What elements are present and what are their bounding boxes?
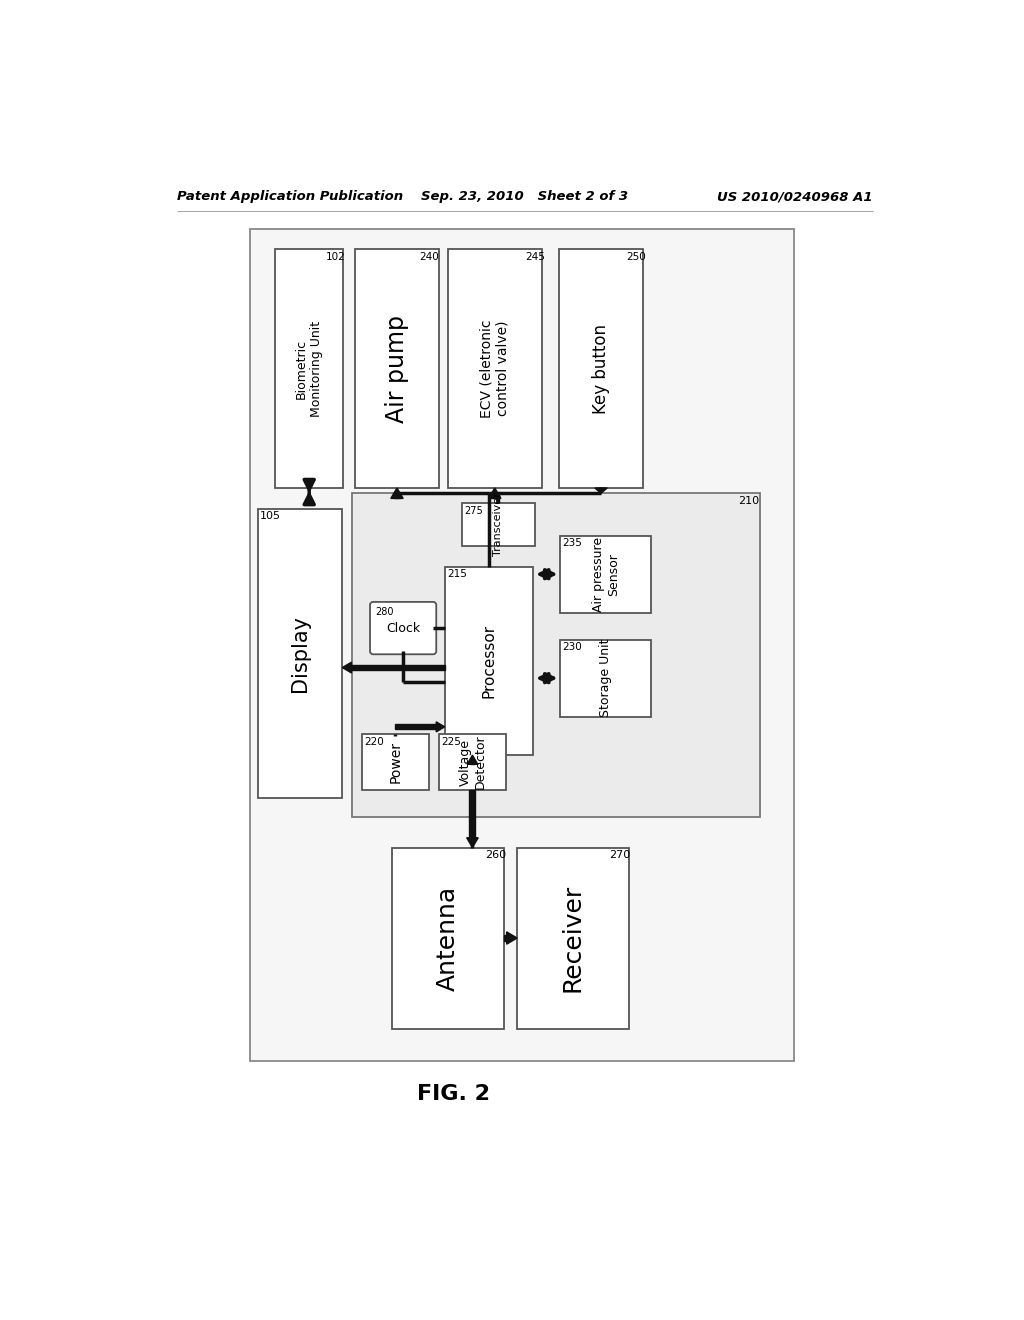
Bar (351, 665, 444, 671)
Bar (444, 566, 534, 755)
Text: Antenna: Antenna (436, 886, 460, 990)
Text: FIG. 2: FIG. 2 (418, 1084, 490, 1104)
Bar (560, 536, 651, 612)
Text: Transceiver: Transceiver (494, 492, 503, 557)
Bar (517, 847, 629, 1028)
Text: US 2010/0240968 A1: US 2010/0240968 A1 (717, 190, 872, 203)
Text: Air pressure
Sensor: Air pressure Sensor (592, 537, 620, 611)
Bar (560, 640, 651, 717)
Text: 250: 250 (627, 252, 646, 261)
Text: Air pump: Air pump (385, 314, 409, 422)
Bar (275, 249, 343, 488)
Text: 225: 225 (441, 737, 461, 747)
Polygon shape (595, 488, 607, 494)
Text: 280: 280 (376, 607, 394, 618)
Text: 260: 260 (484, 850, 506, 859)
Text: Voltage
Detector: Voltage Detector (459, 735, 486, 789)
Bar (504, 935, 507, 941)
Text: 102: 102 (326, 252, 346, 261)
Bar (469, 789, 475, 838)
Text: ECV (eletronic
control valve): ECV (eletronic control valve) (479, 319, 510, 418)
Bar (351, 494, 760, 817)
Text: 220: 220 (364, 737, 384, 747)
Text: Patent Application Publication: Patent Application Publication (177, 190, 402, 203)
Bar (250, 230, 794, 1061)
Text: 270: 270 (609, 850, 631, 859)
Bar (392, 847, 504, 1028)
Text: 230: 230 (562, 642, 583, 652)
Bar (447, 249, 542, 488)
Bar (355, 249, 438, 488)
Text: 210: 210 (738, 496, 759, 506)
Text: 240: 240 (419, 252, 439, 261)
Text: 245: 245 (524, 252, 545, 261)
Text: 105: 105 (260, 511, 281, 521)
Bar (361, 734, 429, 789)
Text: Display: Display (290, 615, 310, 692)
Polygon shape (507, 932, 517, 944)
Text: 275: 275 (464, 506, 482, 516)
Text: Biometric
Monitoring Unit: Biometric Monitoring Unit (295, 321, 324, 417)
Text: Sep. 23, 2010   Sheet 2 of 3: Sep. 23, 2010 Sheet 2 of 3 (421, 190, 629, 203)
FancyBboxPatch shape (370, 602, 436, 655)
Bar (395, 725, 436, 730)
Text: Key button: Key button (592, 323, 610, 413)
Polygon shape (488, 488, 501, 499)
Bar (462, 503, 535, 545)
Polygon shape (467, 755, 478, 764)
Text: Power: Power (388, 741, 402, 783)
Text: Storage Unit: Storage Unit (599, 639, 612, 717)
Bar (258, 508, 342, 797)
Text: 215: 215 (447, 569, 467, 578)
Text: Clock: Clock (386, 622, 420, 635)
Text: Receiver: Receiver (561, 884, 585, 993)
Bar (559, 249, 643, 488)
Polygon shape (342, 663, 351, 673)
Text: Processor: Processor (481, 624, 497, 698)
Bar (438, 734, 506, 789)
Polygon shape (391, 488, 403, 499)
Text: 235: 235 (562, 539, 583, 548)
Polygon shape (436, 722, 444, 731)
Polygon shape (467, 838, 478, 847)
